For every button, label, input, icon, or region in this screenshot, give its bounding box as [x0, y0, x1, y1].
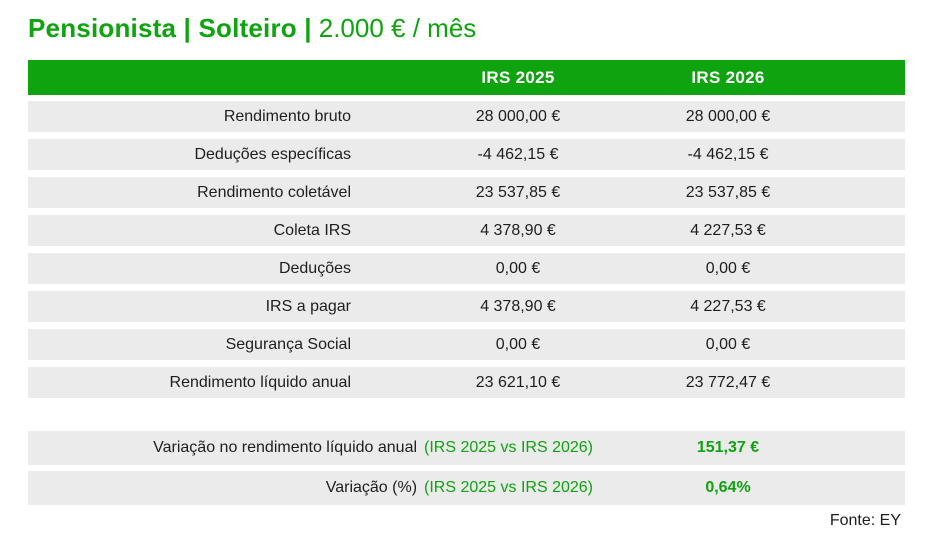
table-row: Coleta IRS 4 378,90 € 4 227,53 € — [28, 215, 905, 246]
summary-label: Variação no rendimento líquido anual — [153, 439, 418, 456]
value-irs-2026: 4 227,53 € — [690, 297, 766, 315]
value-irs-2025: 28 000,00 € — [475, 107, 561, 125]
summary-value: 0,64% — [705, 479, 751, 496]
summary-annotation: (IRS 2025 vs IRS 2026) — [424, 439, 593, 456]
page-title: Pensionista | Solteiro | 2.000 € / mês — [28, 13, 476, 44]
table-row: Rendimento bruto 28 000,00 € 28 000,00 € — [28, 101, 905, 132]
value-irs-2026: 23 772,47 € — [685, 373, 771, 391]
table-row: Rendimento coletável 23 537,85 € 23 537,… — [28, 177, 905, 208]
value-irs-2026: 0,00 € — [705, 259, 751, 277]
row-label: Segurança Social — [225, 335, 351, 353]
row-label: Coleta IRS — [273, 221, 351, 239]
summary-row: Variação no rendimento líquido anual (IRS… — [28, 431, 905, 465]
value-irs-2025: 0,00 € — [495, 335, 541, 353]
value-irs-2025: 23 537,85 € — [475, 183, 561, 201]
title-profile: Pensionista | Solteiro | — [28, 13, 312, 43]
row-label: IRS a pagar — [265, 297, 351, 315]
row-label: Rendimento coletável — [197, 183, 351, 201]
value-irs-2025: 0,00 € — [495, 259, 541, 277]
value-irs-2025: -4 462,15 € — [477, 145, 559, 163]
value-irs-2026: -4 462,15 € — [687, 145, 769, 163]
summary-row: Variação (%) (IRS 2025 vs IRS 2026) 0,64% — [28, 471, 905, 505]
source-note: Fonte: EY — [829, 512, 901, 529]
value-irs-2026: 28 000,00 € — [685, 107, 771, 125]
row-label: Rendimento bruto — [223, 107, 351, 125]
column-header-irs-2025: IRS 2025 — [481, 67, 555, 87]
summary-annotation: (IRS 2025 vs IRS 2026) — [424, 479, 593, 496]
row-label: Rendimento líquido anual — [169, 373, 351, 391]
summary-value: 151,37 € — [696, 439, 760, 456]
title-income: 2.000 € / mês — [318, 13, 477, 43]
row-label: Deduções — [278, 259, 351, 277]
value-irs-2026: 0,00 € — [705, 335, 751, 353]
table-row: Deduções 0,00 € 0,00 € — [28, 253, 905, 284]
value-irs-2026: 23 537,85 € — [685, 183, 771, 201]
value-irs-2025: 4 378,90 € — [480, 297, 556, 315]
table-row: Rendimento líquido anual 23 621,10 € 23 … — [28, 367, 905, 398]
table-header-row: IRS 2025 IRS 2026 — [28, 60, 905, 95]
summary-label: Variação (%) — [325, 479, 418, 496]
variation-summary: Variação no rendimento líquido anual (IRS… — [28, 431, 905, 511]
table-row: Segurança Social 0,00 € 0,00 € — [28, 329, 905, 360]
value-irs-2026: 4 227,53 € — [690, 221, 766, 239]
tax-table: IRS 2025 IRS 2026 Rendimento bruto 28 00… — [28, 60, 905, 405]
row-label: Deduções específicas — [194, 145, 351, 163]
value-irs-2025: 23 621,10 € — [475, 373, 561, 391]
value-irs-2025: 4 378,90 € — [480, 221, 556, 239]
table-row: IRS a pagar 4 378,90 € 4 227,53 € — [28, 291, 905, 322]
column-header-irs-2026: IRS 2026 — [691, 67, 765, 87]
table-row: Deduções específicas -4 462,15 € -4 462,… — [28, 139, 905, 170]
